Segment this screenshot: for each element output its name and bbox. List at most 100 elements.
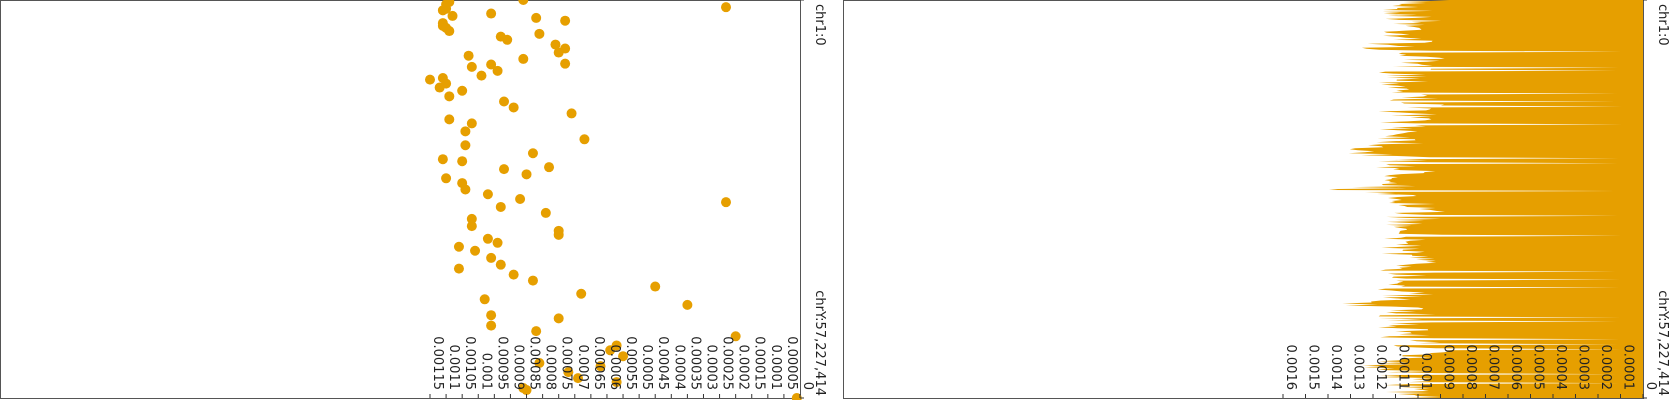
- value-tick-label: 0.00105: [462, 336, 477, 390]
- value-tick-label: 0.00025: [720, 336, 735, 390]
- value-tick-label: 0.0001: [1621, 345, 1636, 391]
- data-point: [434, 82, 445, 93]
- data-point: [502, 34, 513, 45]
- value-tick-label: 0.0002: [736, 345, 751, 391]
- data-point: [553, 229, 564, 240]
- data-point: [791, 393, 802, 400]
- value-tick-label: 0.0002: [1598, 345, 1613, 391]
- data-point: [437, 154, 448, 165]
- data-point: [682, 299, 693, 310]
- value-tick-label: 0.0004: [671, 345, 686, 391]
- value-tick-label: 0.00095: [494, 336, 509, 390]
- value-tick-label: 0.0006: [607, 345, 622, 391]
- panel-frame: [843, 0, 1644, 399]
- data-point: [444, 114, 455, 125]
- value-tick-label: 0.00075: [559, 336, 574, 390]
- genome-end-label: chrY:57,227,414: [1655, 290, 1670, 396]
- value-tick-label: 0.0005: [639, 345, 654, 391]
- data-point: [595, 361, 606, 372]
- value-tick-label: 0.0008: [1463, 345, 1478, 391]
- value-tick-label: 0.0011: [446, 345, 461, 391]
- data-point: [482, 189, 493, 200]
- data-point: [531, 326, 542, 337]
- value-tick-label: 0: [800, 382, 815, 390]
- data-point: [499, 164, 509, 175]
- data-point: [495, 201, 506, 212]
- value-tick-label: 0.0003: [1576, 345, 1591, 391]
- data-point: [579, 134, 590, 145]
- data-point: [463, 50, 474, 61]
- data-point: [457, 85, 468, 96]
- data-point: [486, 310, 497, 321]
- data-point: [721, 197, 731, 208]
- data-point: [518, 0, 529, 5]
- value-tick-label: 0.0015: [1306, 345, 1321, 391]
- data-point: [466, 221, 477, 232]
- value-tick-label: 0.00045: [655, 336, 670, 390]
- scatter-track: 0.00115 0.0011 0.00105 0.001 0.00095 0.0009 0.…: [0, 0, 827, 400]
- data-point: [534, 357, 545, 368]
- data-point: [560, 58, 571, 69]
- genome-start-label: chr1:0: [812, 4, 827, 46]
- value-tick-label: 0.0016: [1283, 345, 1298, 391]
- data-point: [470, 245, 481, 256]
- data-point: [466, 213, 477, 224]
- data-point: [605, 345, 616, 356]
- value-tick-label: 0.0012: [1373, 345, 1388, 391]
- data-point: [508, 269, 519, 280]
- value-tick-label: 0.0005: [1531, 345, 1546, 391]
- data-point: [466, 118, 477, 129]
- data-point: [534, 28, 545, 39]
- genome-start-label: chr1:0: [1655, 4, 1670, 46]
- data-point: [441, 173, 452, 184]
- data-point: [444, 91, 455, 102]
- value-tick-label: 0.0001: [768, 345, 783, 391]
- value-tick-label: 0.00005: [784, 336, 799, 390]
- value-tick-label: 0.0009: [510, 345, 525, 391]
- data-point: [650, 281, 661, 292]
- data-point: [611, 377, 622, 388]
- data-point: [479, 294, 490, 305]
- data-point: [531, 12, 542, 23]
- data-point: [518, 53, 529, 64]
- data-point: [550, 39, 561, 50]
- value-tick-label: 0.00055: [623, 336, 638, 390]
- data-point: [460, 140, 471, 151]
- data-point: [730, 331, 741, 342]
- data-point: [495, 259, 506, 270]
- data-point: [544, 162, 555, 173]
- data-point: [499, 96, 509, 107]
- value-tick-label: 0.0011: [1396, 345, 1411, 391]
- data-point: [576, 288, 587, 299]
- data-point: [486, 59, 497, 70]
- area-series: [1329, 0, 1643, 398]
- data-point: [482, 233, 493, 244]
- value-tick-label: 0.0003: [703, 345, 718, 391]
- data-point: [540, 207, 551, 218]
- data-point: [486, 320, 497, 331]
- value-tick-label: 0.00035: [687, 336, 702, 390]
- area-track: 0.0016 0.0015 0.0014 0.0013 0.0012 0.0011 0.00…: [843, 0, 1670, 399]
- data-point: [566, 108, 577, 119]
- value-tick-label: 0.0008: [543, 345, 558, 391]
- data-point: [457, 156, 468, 167]
- data-point: [553, 47, 564, 58]
- data-point: [560, 15, 571, 26]
- data-point: [453, 263, 464, 274]
- value-tick-label: 0.00085: [527, 336, 542, 390]
- value-tick-label: 0.0004: [1553, 345, 1568, 391]
- data-point: [460, 184, 471, 195]
- data-point: [521, 169, 532, 180]
- data-point: [453, 241, 464, 252]
- panel-frame: [0, 0, 801, 399]
- data-point: [476, 70, 487, 81]
- data-point: [508, 102, 519, 113]
- value-tick-label: 0.0014: [1328, 345, 1343, 391]
- data-point: [425, 74, 435, 85]
- data-point: [521, 385, 532, 396]
- data-point: [486, 252, 497, 263]
- data-point: [492, 237, 503, 248]
- data-point: [573, 373, 583, 384]
- genome-end-label: chrY:57,227,414: [812, 290, 827, 396]
